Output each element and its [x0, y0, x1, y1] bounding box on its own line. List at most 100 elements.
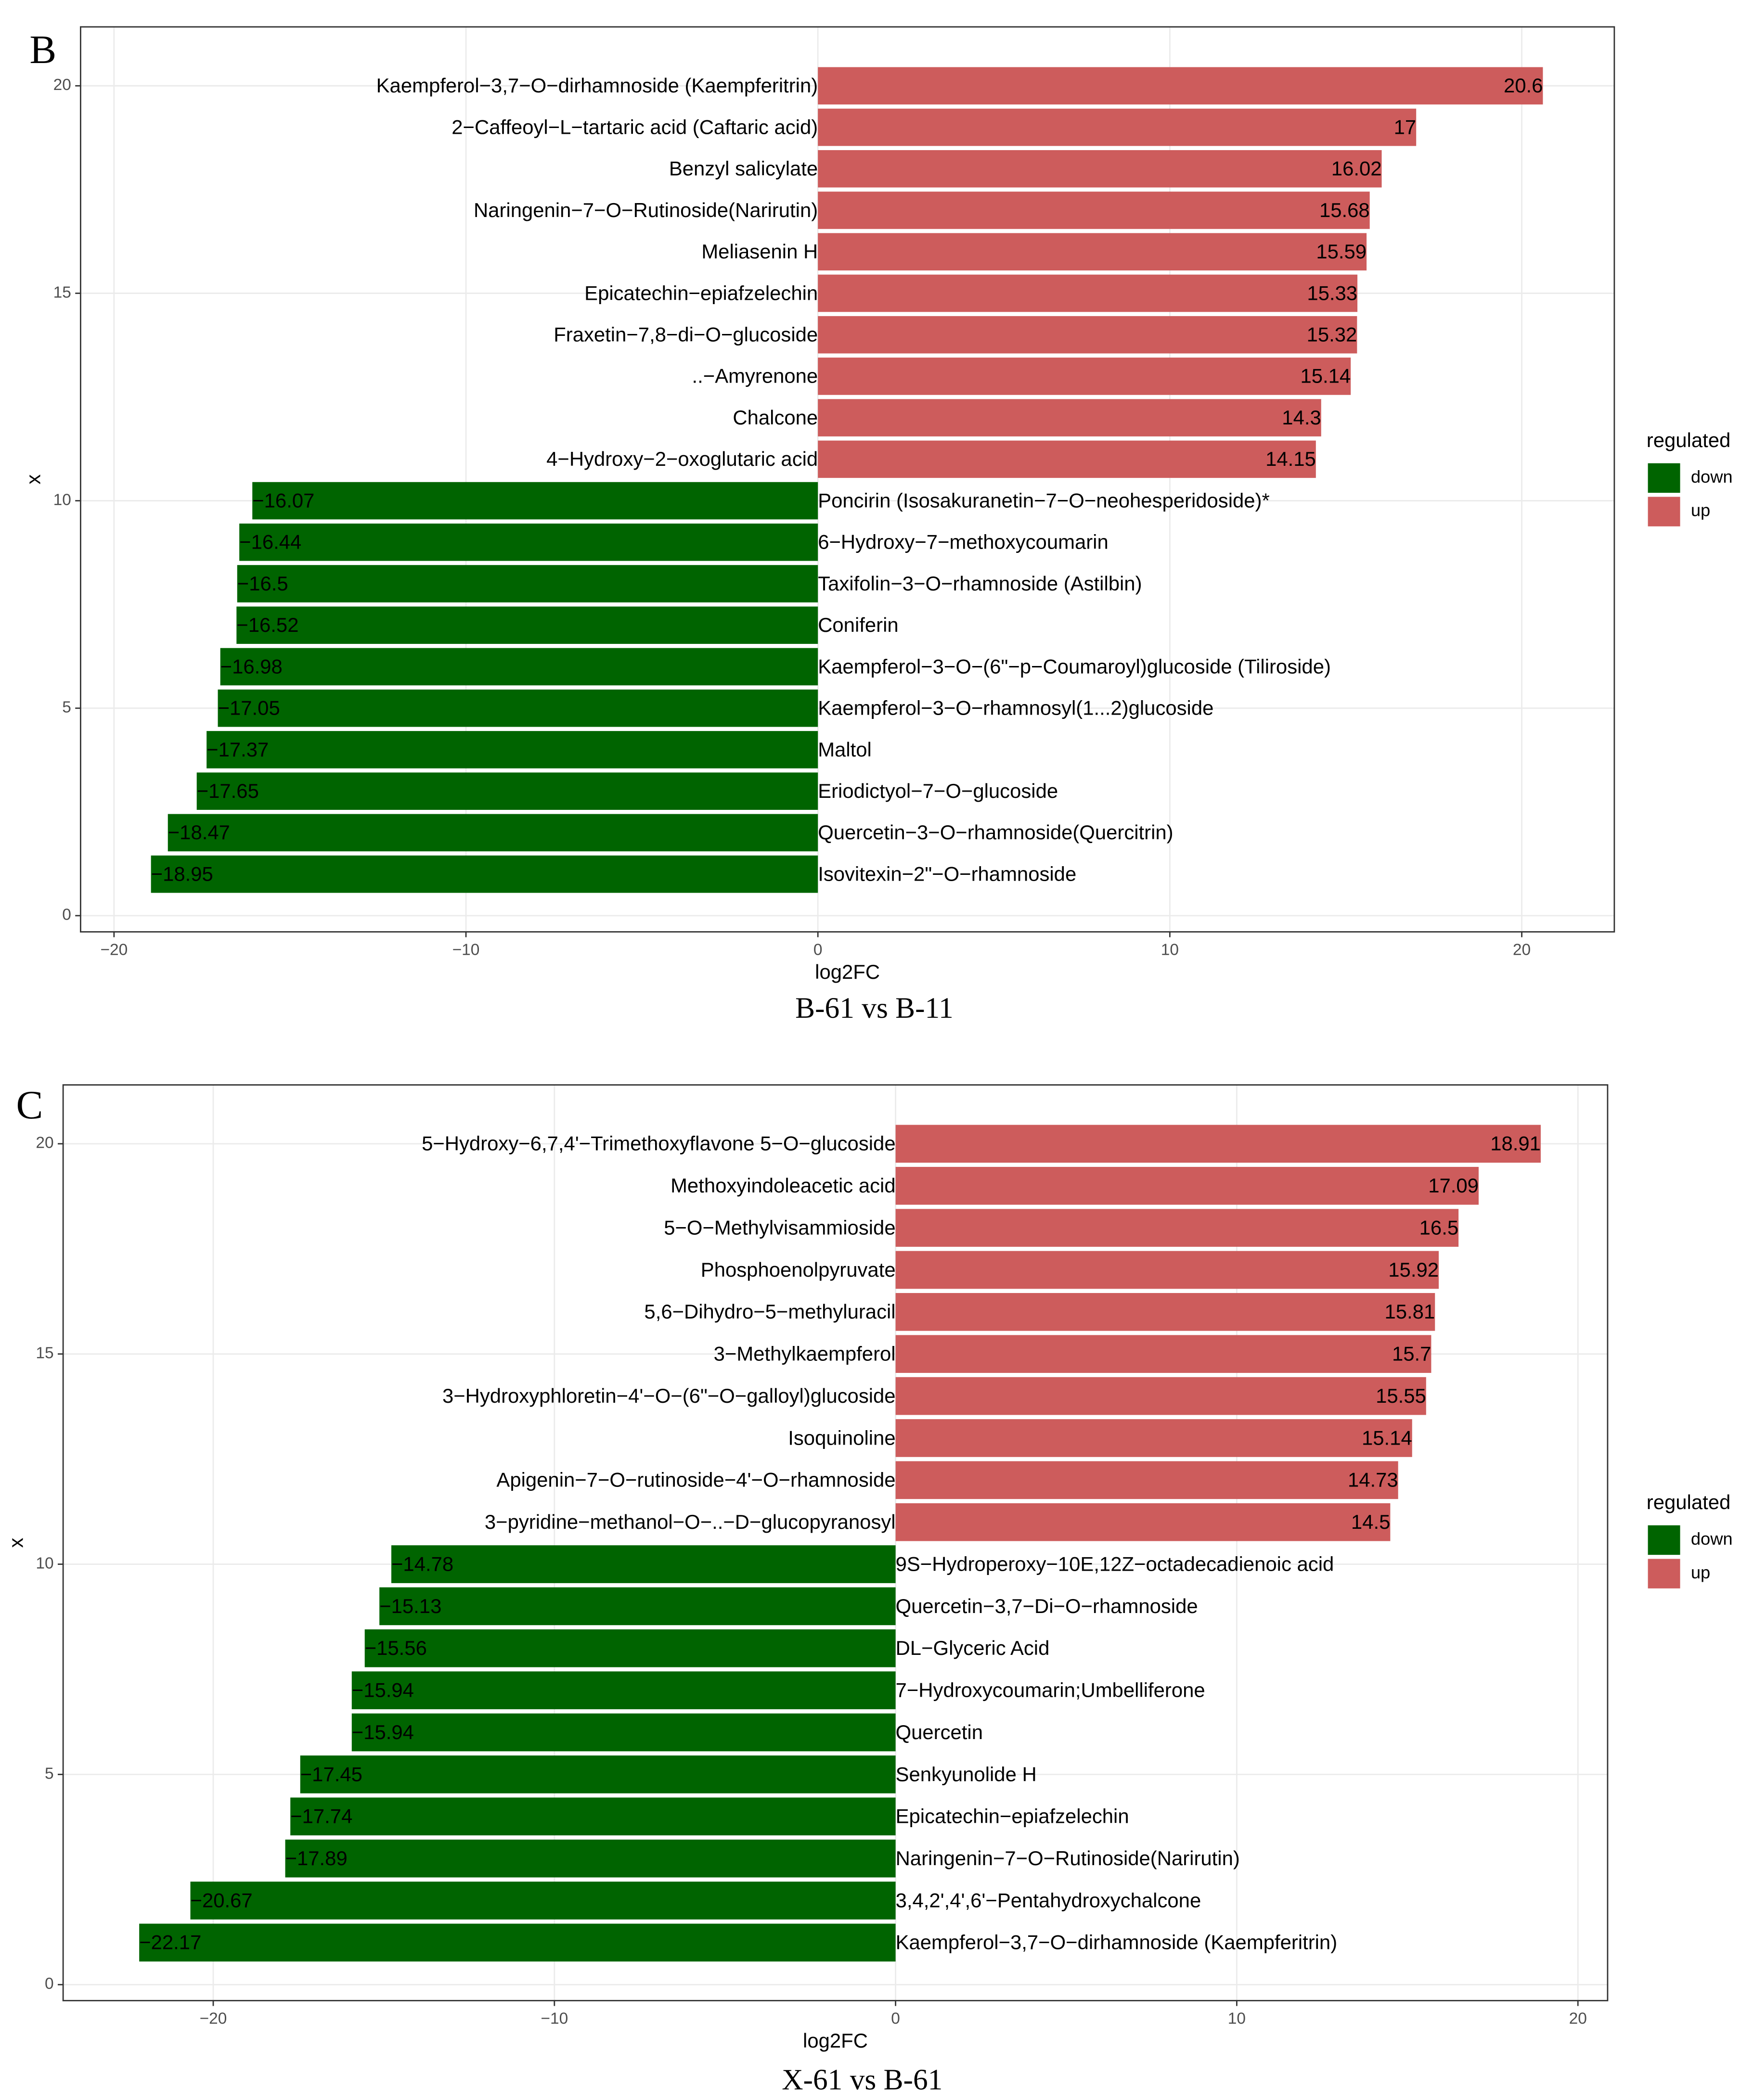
category-label: 3−Methylkaempferol — [714, 1343, 896, 1365]
value-label: 15.55 — [1376, 1384, 1426, 1407]
y-tick-label: 15 — [36, 1345, 53, 1362]
chart-title: X-61 vs B-61 — [782, 2063, 942, 2096]
category-label: 5−O−Methylvisammioside — [664, 1216, 895, 1239]
bar — [818, 150, 1382, 188]
bar — [818, 316, 1357, 354]
legend-key — [1648, 463, 1680, 493]
category-label: Kaempferol−3,7−O−dirhamnoside (Kaempferi… — [376, 74, 818, 97]
value-label: −16.52 — [236, 614, 298, 636]
legend-label: down — [1691, 467, 1733, 487]
y-tick-label: 5 — [62, 699, 71, 717]
panel-border — [62, 1084, 1609, 2001]
bar — [351, 1713, 896, 1752]
legend-title: regulated — [1647, 1491, 1730, 1513]
value-label: −22.17 — [139, 1931, 201, 1954]
value-label: −15.94 — [352, 1721, 414, 1743]
y-tick-label: 10 — [36, 1554, 53, 1572]
panel-letter: B — [29, 27, 56, 72]
bar — [818, 399, 1321, 436]
value-label: 14.3 — [1282, 406, 1321, 429]
bar — [895, 1166, 1479, 1205]
category-label: Methoxyindoleacetic acid — [671, 1174, 896, 1197]
bar — [351, 1671, 896, 1709]
y-axis-label: x — [22, 474, 45, 485]
bar — [379, 1587, 896, 1626]
y-tick-label: 0 — [45, 1975, 54, 1993]
value-label: −17.45 — [300, 1763, 362, 1785]
bar — [220, 648, 818, 686]
value-label: 14.73 — [1348, 1469, 1398, 1491]
x-tick-label: −10 — [541, 2010, 568, 2027]
value-label: −16.5 — [237, 572, 288, 595]
panel-border — [80, 26, 1615, 933]
x-tick-label: 0 — [891, 2010, 900, 2027]
category-label: Phosphoenolpyruvate — [701, 1258, 896, 1281]
bar — [818, 192, 1370, 229]
bar — [190, 1882, 896, 1920]
category-label: Kaempferol−3−O−(6"−p−Coumaroyl)glucoside… — [818, 655, 1331, 678]
bar — [818, 108, 1417, 146]
category-label: 5,6−Dihydro−5−methyluracil — [644, 1300, 895, 1323]
value-label: −17.74 — [290, 1805, 352, 1828]
legend-title: regulated — [1647, 429, 1730, 451]
category-label: 4−Hydroxy−2−oxoglutaric acid — [546, 448, 818, 470]
category-label: Kaempferol−3−O−rhamnosyl(1...2)glucoside — [818, 697, 1213, 719]
bar — [252, 482, 818, 520]
y-tick-label: 20 — [53, 76, 71, 94]
bar — [290, 1797, 896, 1836]
bar — [218, 689, 818, 727]
bar — [285, 1839, 896, 1878]
value-label: −16.07 — [252, 489, 314, 512]
value-label: 15.14 — [1300, 365, 1351, 387]
category-label: Taxifolin−3−O−rhamnoside (Astilbin) — [818, 572, 1142, 595]
bar — [895, 1503, 1391, 1541]
value-label: −17.37 — [206, 738, 269, 761]
value-label: −20.67 — [191, 1889, 253, 1911]
bar — [139, 1923, 896, 1962]
y-tick-label: 10 — [53, 491, 71, 509]
bar — [364, 1629, 896, 1667]
category-label: Naringenin−7−O−Rutinoside(Narirutin) — [474, 199, 818, 221]
bar — [818, 274, 1358, 312]
value-label: 16.02 — [1331, 157, 1382, 180]
value-label: 15.32 — [1307, 323, 1357, 346]
bar — [818, 358, 1351, 395]
value-label: −15.94 — [352, 1679, 414, 1702]
category-label: Isovitexin−2"−O−rhamnoside — [818, 862, 1076, 885]
x-tick-label: −20 — [200, 2010, 227, 2027]
category-label: Quercetin−3,7−Di−O−rhamnoside — [896, 1595, 1198, 1617]
bar — [168, 814, 818, 852]
legend-label: up — [1691, 1562, 1710, 1582]
bar — [391, 1545, 896, 1583]
category-label: Chalcone — [733, 406, 818, 429]
bar — [895, 1419, 1412, 1457]
bar — [818, 233, 1367, 271]
panel-letter: C — [16, 1083, 43, 1127]
value-label: 15.68 — [1319, 199, 1370, 221]
bar — [237, 565, 818, 602]
category-label: Quercetin — [896, 1721, 983, 1743]
bar — [895, 1209, 1459, 1247]
value-label: 15.81 — [1384, 1300, 1435, 1323]
value-label: 15.59 — [1316, 240, 1367, 263]
value-label: 15.14 — [1362, 1426, 1412, 1449]
value-label: 15.33 — [1307, 282, 1357, 304]
category-label: Meliasenin H — [701, 240, 818, 263]
y-axis-label: x — [4, 1537, 27, 1548]
category-label: Eriodictyol−7−O−glucoside — [818, 780, 1058, 802]
category-label: 3,4,2',4',6'−Pentahydroxychalcone — [896, 1889, 1201, 1911]
bar — [895, 1125, 1541, 1163]
value-label: −16.44 — [239, 531, 301, 553]
value-label: 15.7 — [1392, 1343, 1431, 1365]
x-tick-label: −10 — [452, 941, 480, 959]
value-label: −18.47 — [168, 821, 230, 844]
bar — [895, 1335, 1432, 1373]
category-label: Fraxetin−7,8−di−O−glucoside — [554, 323, 818, 346]
category-label: 3−Hydroxyphloretin−4'−O−(6"−O−galloyl)gl… — [442, 1384, 896, 1407]
y-tick-label: 5 — [45, 1765, 54, 1782]
x-tick-label: 10 — [1228, 2010, 1246, 2027]
category-label: 6−Hydroxy−7−methoxycoumarin — [818, 531, 1109, 553]
category-label: Coniferin — [818, 614, 898, 636]
value-label: −15.56 — [365, 1637, 427, 1659]
